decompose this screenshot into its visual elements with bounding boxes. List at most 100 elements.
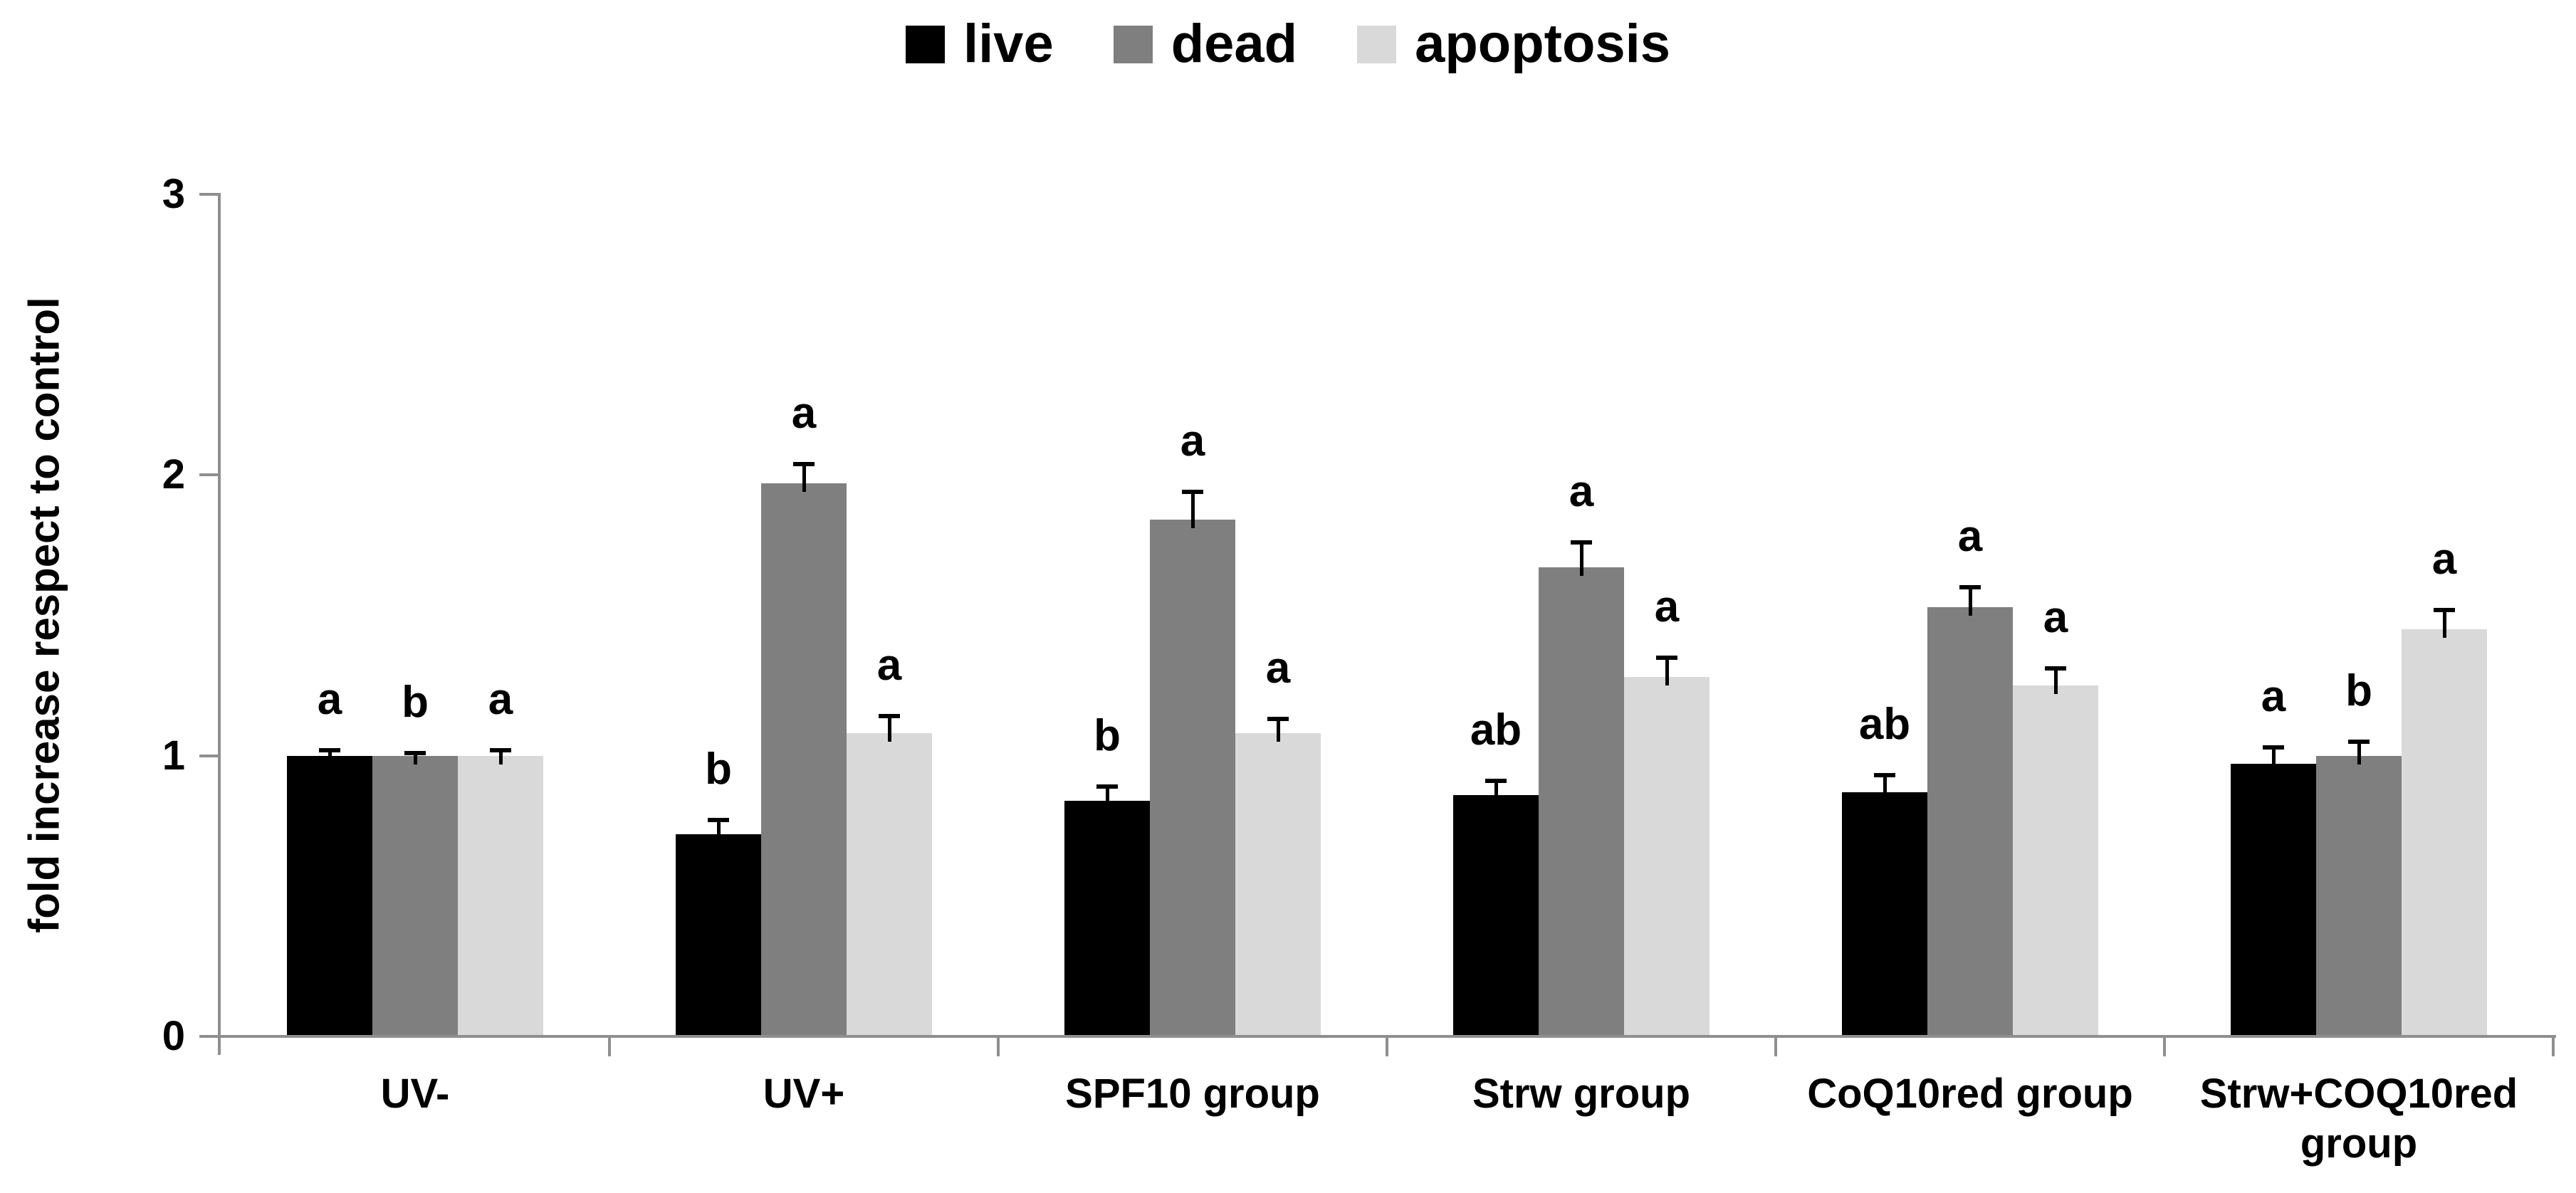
bar-apoptosis xyxy=(458,755,543,1035)
error-bar-cap xyxy=(319,747,340,752)
bar-dead xyxy=(1150,520,1235,1035)
x-category-label: Strw+COQ10red group xyxy=(2199,1071,2518,1167)
x-axis-tick xyxy=(1774,1038,1777,1056)
significance-letter: b xyxy=(1094,711,1121,761)
error-bar-line xyxy=(716,820,721,843)
bar-apoptosis xyxy=(847,733,932,1035)
y-axis-line xyxy=(218,193,221,1055)
x-axis-line xyxy=(218,1035,2556,1038)
significance-letter: a xyxy=(876,641,902,690)
y-axis-tick xyxy=(199,193,218,196)
error-bar-cap xyxy=(2263,745,2284,750)
error-bar-line xyxy=(1579,542,1583,577)
bar-live xyxy=(2231,764,2316,1035)
error-bar-cap xyxy=(708,818,729,823)
legend-swatch-apoptosis xyxy=(1357,25,1397,63)
legend-item-apoptosis: apoptosis xyxy=(1357,17,1670,71)
error-bar-line xyxy=(1883,775,1887,801)
bar-apoptosis xyxy=(2402,629,2487,1035)
significance-letter: ab xyxy=(1858,700,1911,750)
error-bar-cap xyxy=(490,747,511,752)
error-bar-line xyxy=(2442,609,2446,638)
error-bar-cap xyxy=(1267,717,1289,722)
error-bar-line xyxy=(887,716,891,742)
significance-letter: a xyxy=(488,674,513,724)
error-bar-line xyxy=(1190,491,1195,529)
bar-live xyxy=(287,755,372,1035)
error-bar-cap xyxy=(1959,585,1981,590)
error-bar-cap xyxy=(1571,540,1592,545)
error-bar-cap xyxy=(2434,607,2455,612)
bar-live xyxy=(1453,794,1539,1035)
error-bar-line xyxy=(413,752,417,764)
x-category-label: UV- xyxy=(380,1071,450,1117)
error-bar-cap xyxy=(1096,784,1118,789)
error-bar-cap xyxy=(2348,739,2370,744)
x-category-label: UV+ xyxy=(763,1071,845,1117)
x-category-label: CoQ10red group xyxy=(1807,1071,2133,1117)
legend-item-live: live xyxy=(905,14,1054,74)
x-axis-tick xyxy=(997,1038,1000,1056)
bar-apoptosis xyxy=(1235,733,1321,1035)
error-bar-line xyxy=(2357,741,2361,764)
x-axis-tick xyxy=(1386,1038,1388,1056)
significance-letter: ab xyxy=(1470,705,1522,755)
error-bar-cap xyxy=(793,461,815,466)
error-bar-line xyxy=(802,463,806,493)
y-tick-label: 0 xyxy=(162,1013,185,1059)
bar-dead xyxy=(761,483,847,1035)
significance-letter: a xyxy=(1180,416,1205,466)
error-bar-cap xyxy=(1182,489,1203,494)
error-bar-cap xyxy=(1656,655,1677,660)
significance-letter: b xyxy=(402,677,429,727)
x-axis-tick xyxy=(2163,1038,2166,1056)
significance-letter: a xyxy=(2431,534,2457,584)
bar-dead xyxy=(372,755,458,1035)
legend-label: dead xyxy=(1171,14,1298,74)
y-tick-label: 2 xyxy=(162,451,185,498)
legend-label: live xyxy=(963,14,1054,74)
significance-letter: a xyxy=(1654,582,1680,631)
legend-swatch-live xyxy=(905,25,945,63)
y-axis-tick xyxy=(199,1035,218,1038)
x-axis-tick xyxy=(608,1038,611,1056)
error-bar-line xyxy=(498,750,503,764)
significance-letter: a xyxy=(791,388,817,438)
error-bar-cap xyxy=(404,750,426,755)
bar-dead xyxy=(1539,567,1624,1035)
significance-letter: b xyxy=(705,745,732,794)
significance-letter: a xyxy=(1265,643,1291,693)
error-bar-cap xyxy=(2045,666,2066,671)
error-bar-line xyxy=(1968,587,1972,616)
y-tick-label: 1 xyxy=(162,732,185,779)
error-bar-cap xyxy=(1485,779,1507,784)
y-axis-tick xyxy=(199,473,218,477)
legend-label: apoptosis xyxy=(1415,14,1671,74)
x-axis-tick xyxy=(2552,1038,2555,1056)
error-bar-line xyxy=(328,750,332,764)
error-bar-line xyxy=(2053,668,2058,695)
bar-apoptosis xyxy=(1624,677,1710,1035)
significance-letter: a xyxy=(317,674,342,724)
legend: live dead apoptosis xyxy=(0,17,2576,71)
error-bar-line xyxy=(1665,657,1669,686)
bar-apoptosis xyxy=(2013,685,2098,1035)
y-axis-tick xyxy=(199,754,218,757)
significance-letter: a xyxy=(2261,671,2286,721)
error-bar-cap xyxy=(879,714,900,719)
significance-letter: a xyxy=(1569,466,1594,516)
legend-swatch-dead xyxy=(1113,25,1153,63)
y-tick-label: 3 xyxy=(162,171,185,217)
x-category-label: SPF10 group xyxy=(1065,1071,1320,1117)
bar-live xyxy=(676,834,761,1035)
error-bar-line xyxy=(1276,719,1280,742)
error-bar-line xyxy=(2271,747,2276,773)
bar-dead xyxy=(1927,606,2013,1035)
legend-item-dead: dead xyxy=(1113,14,1298,74)
significance-letter: b xyxy=(2345,666,2372,715)
bar-dead xyxy=(2316,755,2402,1035)
error-bar-line xyxy=(1494,781,1498,804)
x-category-label: Strw group xyxy=(1472,1071,1691,1117)
